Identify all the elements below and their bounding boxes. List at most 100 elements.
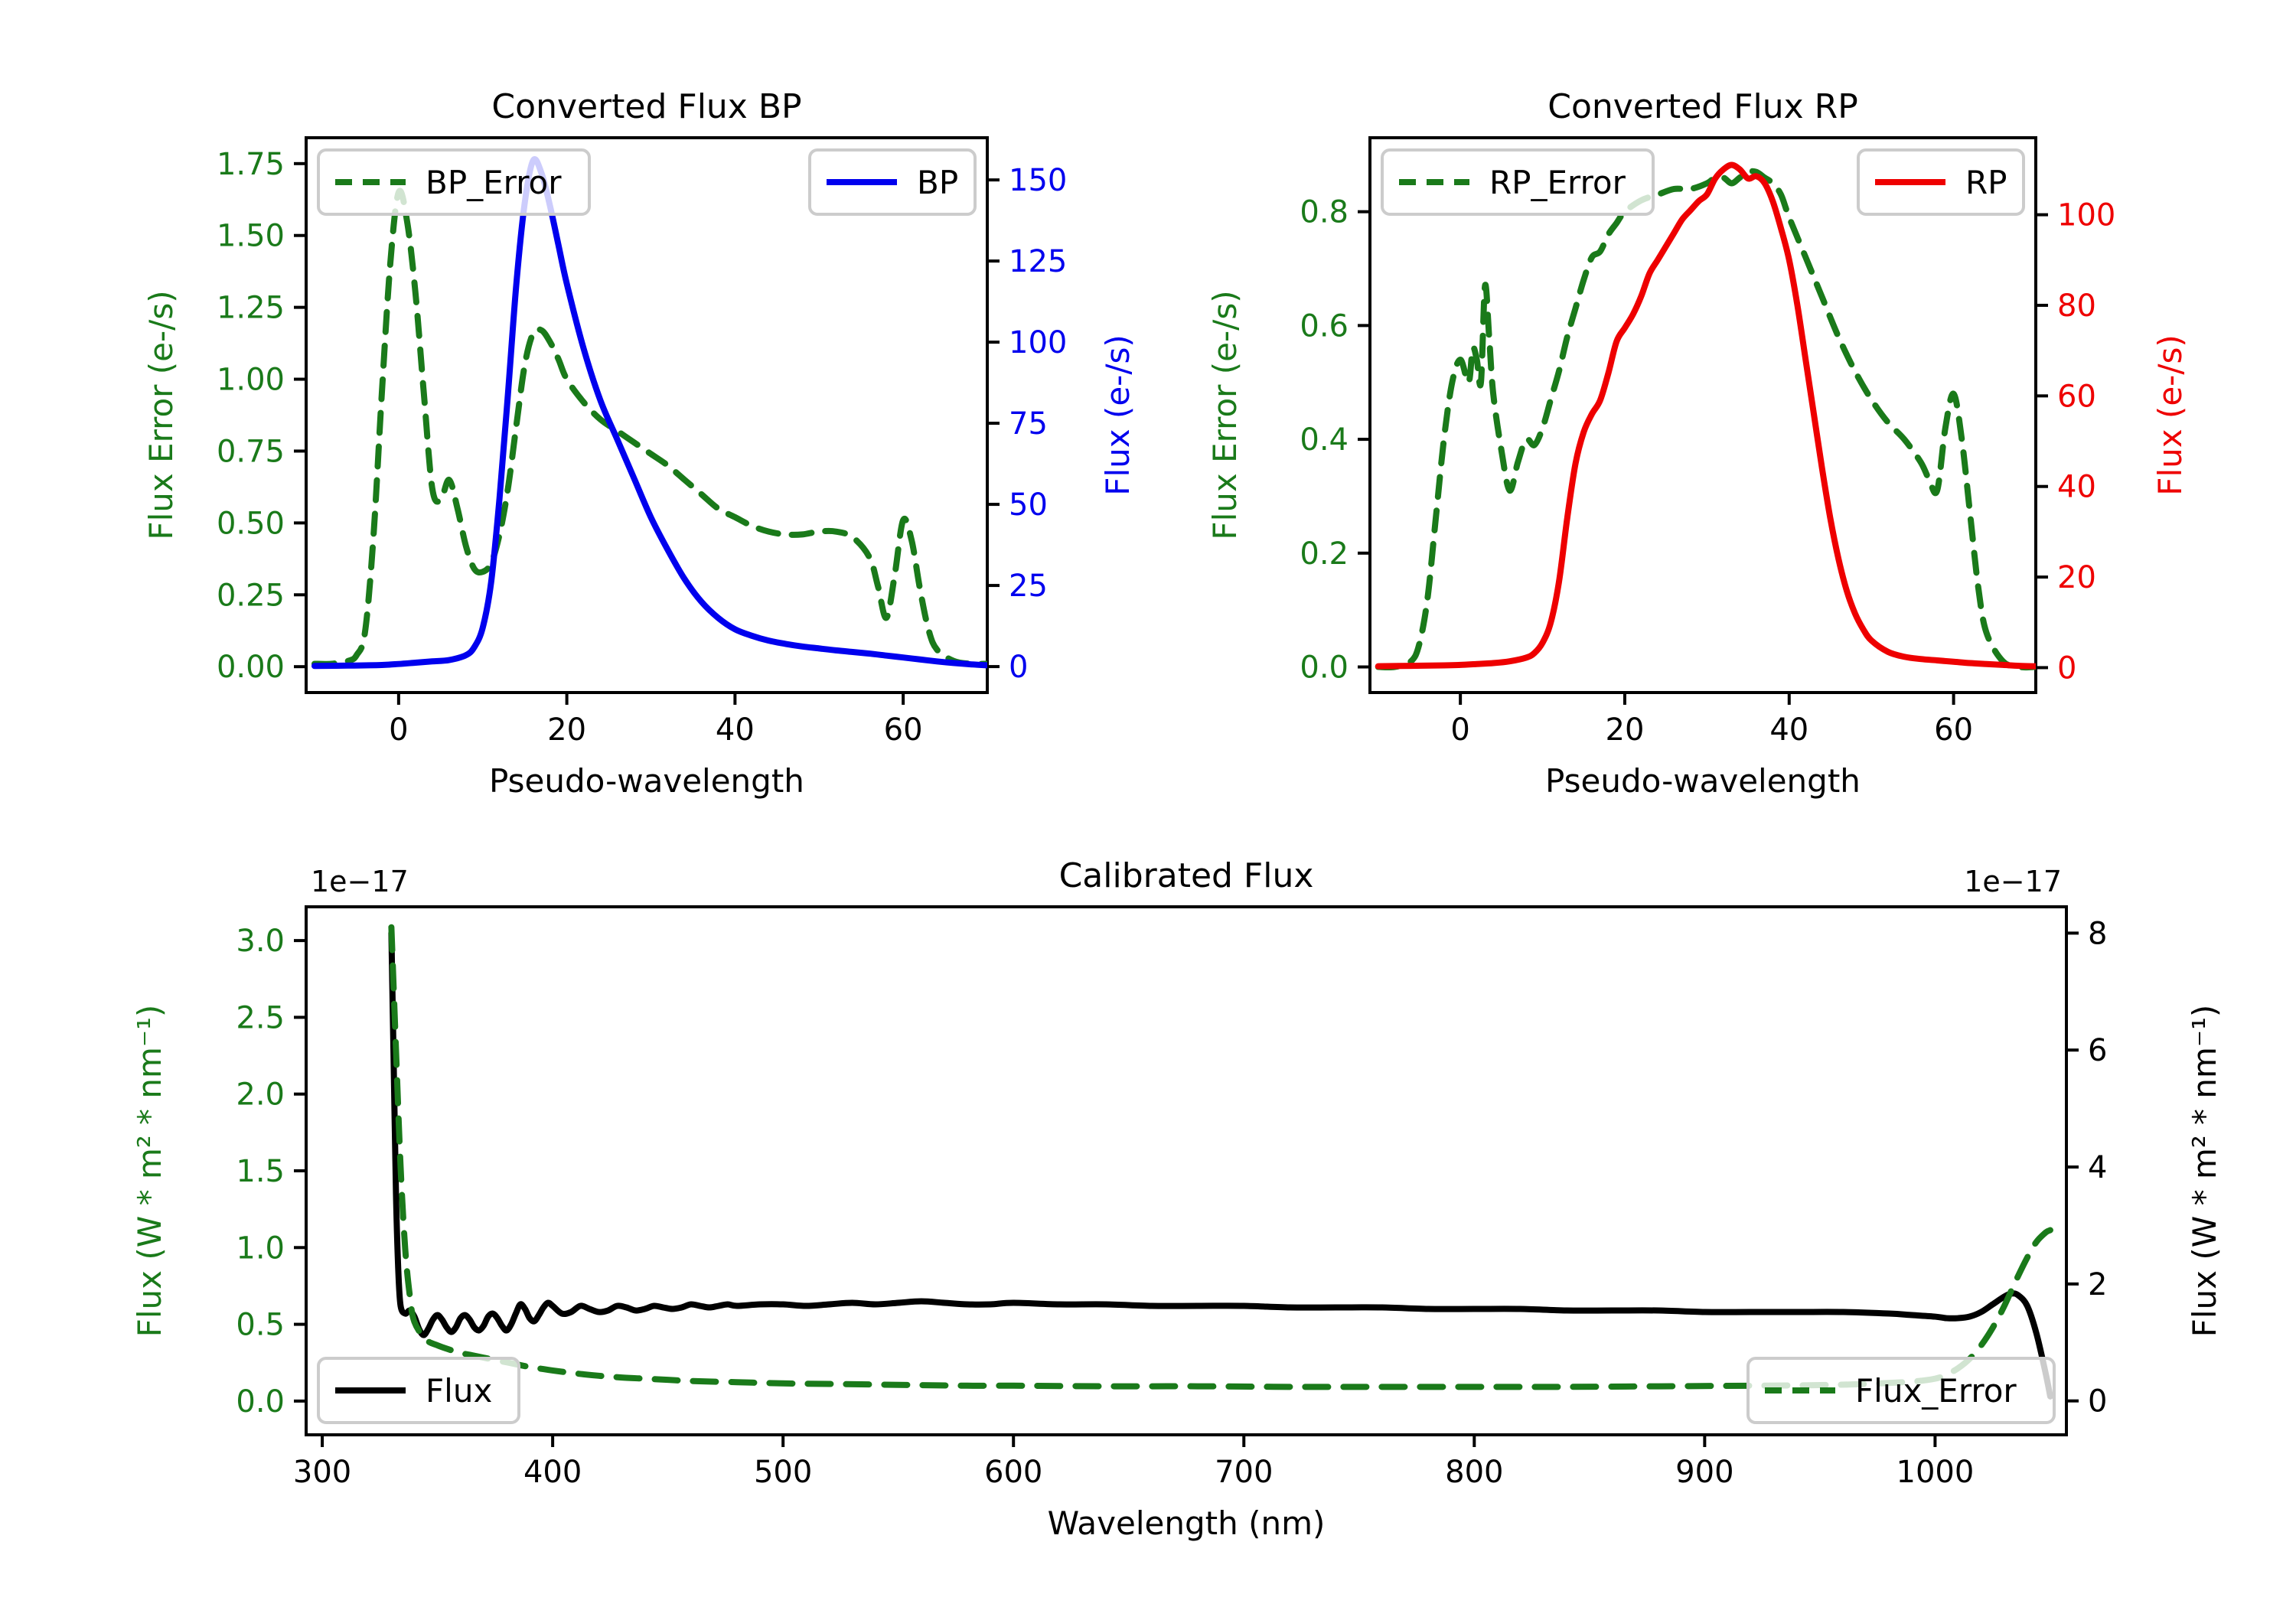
legend-box: [1381, 148, 1655, 216]
y-tick-label-left: 0.25: [217, 578, 285, 613]
legend-box: [317, 1357, 520, 1424]
legend-label: BP: [917, 164, 958, 201]
x-tick-label: 0: [389, 712, 408, 748]
y-tick-label-left: 0.5: [236, 1308, 285, 1343]
x-tick-label: 300: [293, 1455, 351, 1490]
y-tick-label-left: 1.5: [236, 1154, 285, 1189]
subplot-title: Converted Flux RP: [1548, 87, 1858, 126]
legend-label: Flux_Error: [1855, 1372, 2017, 1410]
y-axis-label-right: Flux (e-/s): [2151, 334, 2189, 495]
y-tick-label-right: 0: [2088, 1384, 2107, 1420]
y-tick-label-left: 0.6: [1300, 308, 1349, 344]
y-tick-label-left: 0.8: [1300, 195, 1349, 230]
y-tick-label-right: 6: [2088, 1033, 2107, 1068]
axes-spines: [305, 136, 989, 694]
axes-spines: [1368, 136, 2037, 694]
y-axis-label-right: Flux (e-/s): [1099, 334, 1137, 495]
y-tick-label-left: 1.25: [217, 291, 285, 326]
series-line-rp_error: [1375, 168, 2036, 671]
series-line-bp_error: [311, 187, 987, 667]
x-tick-label: 700: [1215, 1455, 1273, 1490]
legend-flux_error[interactable]: Flux_Error: [1746, 1357, 2056, 1424]
x-tick-label: 40: [716, 712, 755, 748]
y-tick-label-left: 0.50: [217, 506, 285, 541]
legend-rp_error[interactable]: RP_Error: [1381, 148, 1655, 216]
y-axis-label-left: Flux Error (e-/s): [142, 290, 180, 539]
x-tick-label: 0: [1450, 712, 1469, 748]
y-tick-label-left: 0.0: [1300, 650, 1349, 686]
y-tick-label-right: 0: [2057, 650, 2076, 686]
legend-box: [317, 148, 591, 216]
y-tick-label-left: 0.00: [217, 650, 285, 685]
y-tick-label-left: 0.75: [217, 434, 285, 469]
x-tick-label: 800: [1445, 1455, 1503, 1490]
y-tick-label-right: 75: [1009, 406, 1048, 442]
plot-area: [1375, 161, 2036, 671]
series-line-flux_error: [388, 924, 2053, 1390]
x-tick-label: 20: [547, 712, 586, 748]
y-axis-label-left: Flux (W * m² * nm⁻¹): [131, 1005, 168, 1338]
bp-chart-svg: 0 20 40 60 0.00 0.25 0.50 0.75 1.00 1.25 1.50 1.75 0…: [142, 87, 1137, 800]
y-axis-offset-right: 1e−17: [1964, 865, 2062, 898]
legend-label: RP_Error: [1489, 164, 1626, 201]
y-tick-label-right: 40: [2057, 470, 2096, 505]
y-tick-label-left: 1.0: [236, 1231, 285, 1266]
axes-spines: [305, 905, 2068, 1436]
subplot-title: Calibrated Flux: [1059, 856, 1314, 895]
subplot-title: Converted Flux BP: [491, 87, 801, 126]
legend-box: [1746, 1357, 2056, 1424]
series-line-rp: [1375, 161, 2036, 670]
y-tick-label-right: 150: [1009, 163, 1067, 198]
x-axis-label: Wavelength (nm): [1048, 1504, 1326, 1542]
x-tick-label: 500: [754, 1455, 812, 1490]
rp-chart-svg: 0 20 40 60 0.0 0.2 0.4 0.6 0.8 0 20 40 60 80 100 Conver…: [1206, 87, 2189, 800]
subplot-converted-flux-bp: 0 20 40 60 0.00 0.25 0.50 0.75 1.00 1.25 1.50 1.75 0…: [0, 46, 1225, 826]
y-tick-label-left: 2.5: [236, 1000, 285, 1035]
x-tick-label: 1000: [1896, 1455, 1975, 1490]
legend-label: Flux: [426, 1372, 492, 1410]
y-tick-label-right: 4: [2088, 1150, 2107, 1185]
x-tick-label: 60: [884, 712, 923, 748]
x-tick-label: 400: [523, 1455, 582, 1490]
x-axis-label: Pseudo-wavelength: [489, 762, 804, 800]
subplot-converted-flux-rp: 0 20 40 60 0.0 0.2 0.4 0.6 0.8 0 20 40 60 80 100 Conver…: [1094, 46, 2296, 826]
y-axis-label-right: Flux (W * m² * nm⁻¹): [2186, 1005, 2223, 1338]
y-tick-label-left: 0.0: [236, 1384, 285, 1420]
x-tick-label: 600: [984, 1455, 1042, 1490]
y-tick-label-right: 2: [2088, 1267, 2107, 1302]
y-tick-label-left: 3.0: [236, 924, 285, 959]
plot-area: [388, 924, 2053, 1400]
legend-label: BP_Error: [426, 164, 562, 201]
x-tick-label: 40: [1769, 712, 1808, 748]
y-axis-offset-left: 1e−17: [311, 865, 409, 898]
plot-area: [311, 156, 987, 670]
y-tick-label-left: 0.2: [1300, 536, 1349, 572]
y-tick-label-right: 100: [1009, 325, 1067, 360]
y-tick-label-left: 0.4: [1300, 422, 1349, 458]
plot-frame: 300 400 500 600 700 800 900 1000 0.0 0.5 1.0 1.5 2.0…: [236, 905, 2107, 1490]
legend-flux[interactable]: Flux: [317, 1357, 520, 1424]
x-tick-label: 60: [1934, 712, 1973, 748]
legend-bp_error[interactable]: BP_Error: [317, 148, 591, 216]
y-tick-label-right: 50: [1009, 487, 1048, 523]
y-tick-label-left: 1.00: [217, 363, 285, 398]
y-tick-label-left: 1.50: [217, 219, 285, 254]
y-tick-label-right: 0: [1009, 650, 1028, 685]
y-tick-label-right: 20: [2057, 560, 2096, 595]
legend-bp[interactable]: BP: [808, 148, 977, 216]
x-axis-label: Pseudo-wavelength: [1545, 762, 1861, 800]
calibrated-chart-svg: 300 400 500 600 700 800 900 1000 0.0 0.5 1.0 1.5 2.0…: [131, 856, 2223, 1542]
legend-label: RP: [1965, 164, 2007, 201]
legend-rp[interactable]: RP: [1857, 148, 2025, 216]
y-tick-label-left: 1.75: [217, 147, 285, 182]
x-tick-label: 900: [1675, 1455, 1733, 1490]
series-line-bp: [311, 156, 987, 670]
y-tick-label-right: 125: [1009, 244, 1067, 279]
y-tick-label-left: 2.0: [236, 1077, 285, 1113]
subplot-calibrated-flux: 300 400 500 600 700 800 900 1000 0.0 0.5 1.0 1.5 2.0…: [0, 823, 2296, 1607]
plot-frame: 0 20 40 60 0.00 0.25 0.50 0.75 1.00 1.25 1.50 1.75 0…: [217, 136, 1067, 748]
series-line-flux: [388, 930, 2053, 1400]
y-tick-label-right: 25: [1009, 569, 1048, 604]
y-tick-label-right: 100: [2057, 198, 2115, 233]
